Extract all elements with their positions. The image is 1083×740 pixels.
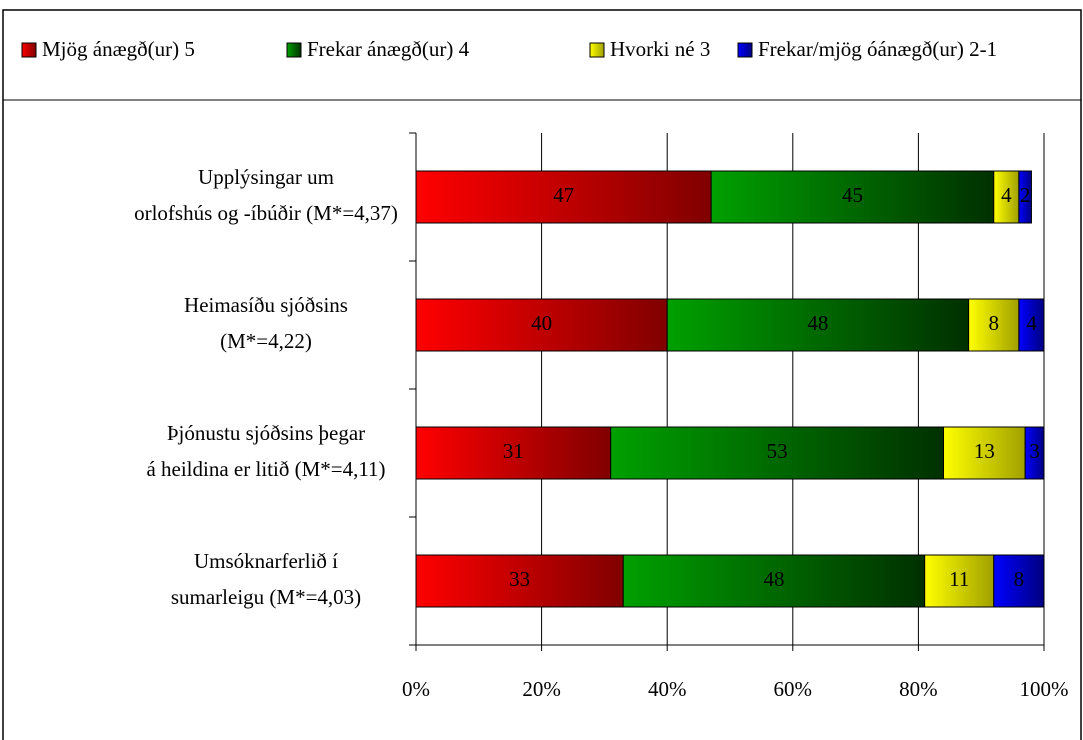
bar — [622, 554, 926, 608]
bar — [1018, 170, 1032, 224]
legend-swatch — [737, 42, 753, 58]
legend-swatch — [21, 42, 37, 58]
data-label: 40 — [531, 311, 552, 335]
data-label: 13 — [974, 439, 995, 463]
bar — [415, 170, 712, 224]
legend-label: Mjög ánægð(ur) 5 — [42, 37, 195, 61]
bar — [993, 170, 1020, 224]
data-label: 4 — [1001, 183, 1012, 207]
data-label: 2 — [1020, 183, 1031, 207]
legend-label: Hvorki né 3 — [610, 37, 710, 61]
bar — [924, 554, 995, 608]
bar — [993, 554, 1045, 608]
bar — [710, 170, 995, 224]
data-label: 8 — [1014, 567, 1025, 591]
data-label: 8 — [989, 311, 1000, 335]
legend-swatch — [589, 42, 605, 58]
data-label: 53 — [767, 439, 788, 463]
x-tick-label: 80% — [899, 677, 938, 701]
y-tick-label: sumarleigu (M*=4,03) — [171, 585, 361, 609]
y-tick-label: Þjónustu sjóðsins þegar — [167, 421, 365, 445]
data-label: 48 — [807, 311, 828, 335]
y-tick-label: Heimasíðu sjóðsins — [184, 293, 348, 317]
x-tick-label: 20% — [522, 677, 561, 701]
bar — [968, 298, 1020, 352]
data-label: 4 — [1026, 311, 1037, 335]
legend-label: Frekar/mjög óánægð(ur) 2-1 — [758, 37, 997, 61]
bar — [415, 426, 612, 480]
x-tick-label: 60% — [774, 677, 813, 701]
legend-swatch — [286, 42, 302, 58]
data-label: 11 — [949, 567, 969, 591]
x-tick-label: 40% — [648, 677, 687, 701]
bar — [1018, 298, 1045, 352]
data-label: 3 — [1029, 439, 1040, 463]
bar — [1024, 426, 1045, 480]
y-tick-label: orlofshús og -íbúðir (M*=4,37) — [134, 201, 398, 225]
data-label: 48 — [763, 567, 784, 591]
y-tick-label: (M*=4,22) — [220, 329, 312, 353]
x-tick-label: 100% — [1020, 677, 1069, 701]
data-label: 47 — [553, 183, 574, 207]
y-tick-label: Upplýsingar um — [198, 165, 334, 189]
bar — [943, 426, 1026, 480]
data-label: 33 — [509, 567, 530, 591]
y-tick-label: Umsóknarferlið í — [194, 549, 338, 573]
legend-label: Frekar ánægð(ur) 4 — [307, 37, 470, 61]
data-label: 31 — [503, 439, 524, 463]
bar — [415, 554, 624, 608]
data-label: 45 — [842, 183, 863, 207]
y-tick-label: á heildina er litið (M*=4,11) — [146, 457, 385, 481]
bar — [610, 426, 945, 480]
x-tick-label: 0% — [402, 677, 430, 701]
bar — [415, 298, 668, 352]
